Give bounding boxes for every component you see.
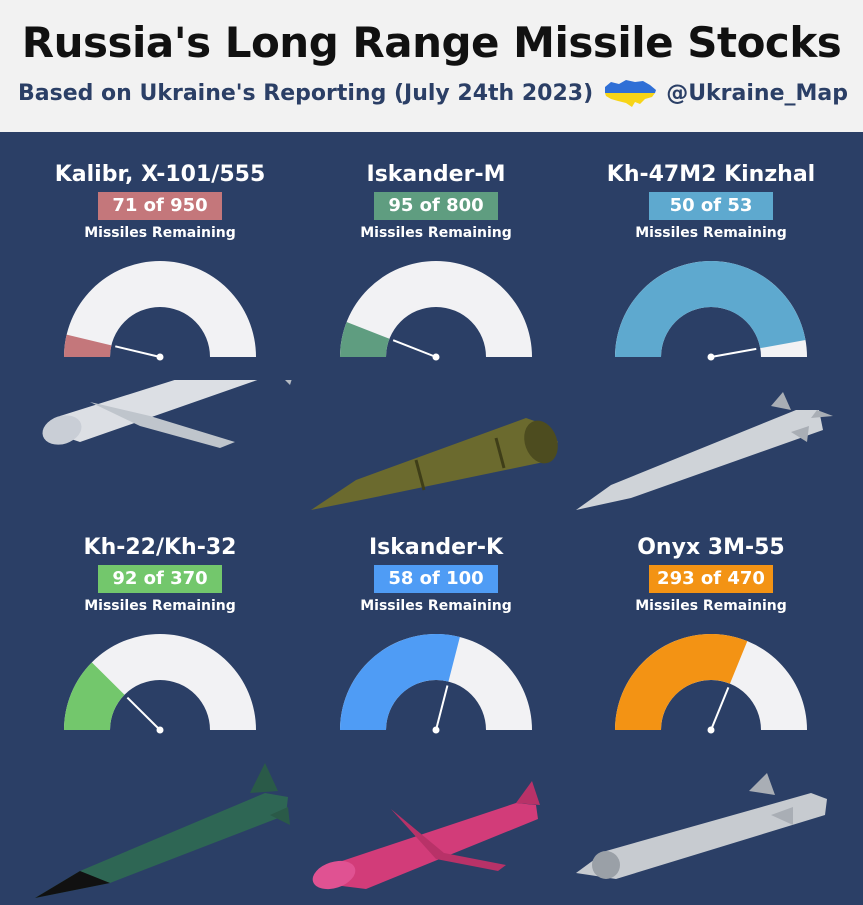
ukraine-map-icon (605, 80, 657, 107)
header-banner: Russia's Long Range Missile Stocks Based… (0, 0, 863, 132)
remaining-badge: 50 of 53 (649, 192, 773, 220)
gauge-needle (435, 685, 449, 731)
missile-illustration (42, 380, 292, 448)
subtitle-row: Based on Ukraine's Reporting (July 24th … (18, 78, 848, 108)
gauge-chart (340, 261, 532, 361)
missile-illustration (576, 773, 827, 879)
gauge-chart (64, 261, 256, 361)
missile-name: Iskander-K (368, 535, 504, 560)
missile-illustration (312, 781, 540, 890)
page-title: Russia's Long Range Missile Stocks (21, 18, 842, 67)
remaining-caption: Missiles Remaining (84, 225, 236, 241)
gauge-needle (710, 687, 730, 731)
remaining-badge: 71 of 950 (98, 192, 222, 220)
gauge-needle (115, 345, 161, 358)
gauge-fill (615, 260, 806, 357)
attribution: @Ukraine_Map (602, 77, 848, 109)
gauge-hub (432, 726, 440, 734)
gauge-chart (340, 634, 532, 734)
gauge-fill (64, 334, 112, 357)
gauge-fill (340, 634, 460, 730)
gauge-chart (615, 260, 807, 361)
remaining-badge: 92 of 370 (98, 565, 222, 593)
gauge-track (64, 261, 256, 357)
gauge-hub (432, 353, 440, 361)
remaining-badge: 95 of 800 (374, 192, 498, 220)
gauge-panel: Kalibr, X-101/555 71 of 950 Missiles Remai… (20, 162, 300, 532)
gauge-hub (156, 726, 164, 734)
missile-name: Onyx 3M-55 (637, 535, 785, 560)
gauge-panel: Kh-47M2 Kinzhal 50 of 53 Missiles Remainin… (571, 162, 851, 532)
gauge-track (340, 261, 532, 357)
gauge-fill (64, 662, 125, 730)
gauge-needle (126, 696, 161, 731)
remaining-badge: 293 of 470 (649, 565, 773, 593)
remaining-caption: Missiles Remaining (635, 225, 787, 241)
gauge-needle (710, 347, 757, 358)
remaining-caption: Missiles Remaining (360, 225, 512, 241)
remaining-caption: Missiles Remaining (360, 598, 512, 614)
gauge-hub (707, 353, 715, 361)
gauge-panel: Iskander-K 58 of 100 Missiles Remaining (296, 535, 576, 905)
missile-illustration (576, 392, 833, 510)
gauge-hub (707, 726, 715, 734)
gauge-panel: Onyx 3M-55 293 of 470 Missiles Remaining (571, 535, 851, 905)
missile-name: Kh-47M2 Kinzhal (606, 162, 816, 187)
gauge-chart (64, 634, 256, 734)
missile-illustration (35, 763, 290, 898)
author-handle[interactable]: @Ukraine_Map (666, 80, 848, 106)
missile-name: Kalibr, X-101/555 (54, 162, 266, 187)
missile-name: Iskander-M (366, 162, 506, 187)
missile-name: Kh-22/Kh-32 (83, 535, 237, 560)
remaining-badge: 58 of 100 (374, 565, 498, 593)
gauge-fill (340, 322, 390, 357)
gauge-panel: Kh-22/Kh-32 92 of 370 Missiles Remaining (20, 535, 300, 905)
gauge-chart (615, 634, 807, 734)
gauge-hub (156, 353, 164, 361)
remaining-caption: Missiles Remaining (84, 598, 236, 614)
gauge-fill (615, 634, 748, 730)
gauge-panel: Iskander-M 95 of 800 Missiles Remaining (296, 162, 576, 532)
gauge-needle (392, 339, 437, 358)
page-subtitle: Based on Ukraine's Reporting (July 24th … (18, 80, 594, 106)
remaining-caption: Missiles Remaining (635, 598, 787, 614)
missile-illustration (311, 418, 558, 510)
